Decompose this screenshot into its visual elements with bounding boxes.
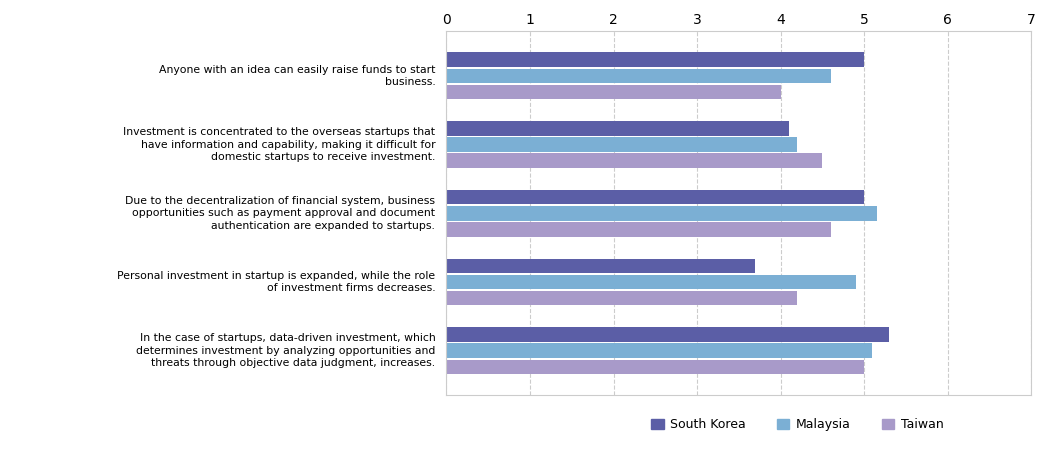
Bar (446, 327, 889, 342)
Bar (446, 53, 864, 67)
Bar (446, 190, 864, 204)
Bar (446, 343, 873, 358)
Bar (446, 275, 856, 289)
Bar (446, 69, 830, 83)
Bar (446, 222, 830, 237)
Bar (446, 259, 756, 273)
Bar (446, 154, 823, 168)
Bar (446, 121, 789, 136)
Bar (446, 360, 864, 374)
Bar (446, 85, 780, 99)
Bar (446, 206, 877, 220)
Legend: South Korea, Malaysia, Taiwan: South Korea, Malaysia, Taiwan (646, 413, 948, 436)
Bar (446, 291, 797, 305)
Bar (446, 137, 797, 152)
